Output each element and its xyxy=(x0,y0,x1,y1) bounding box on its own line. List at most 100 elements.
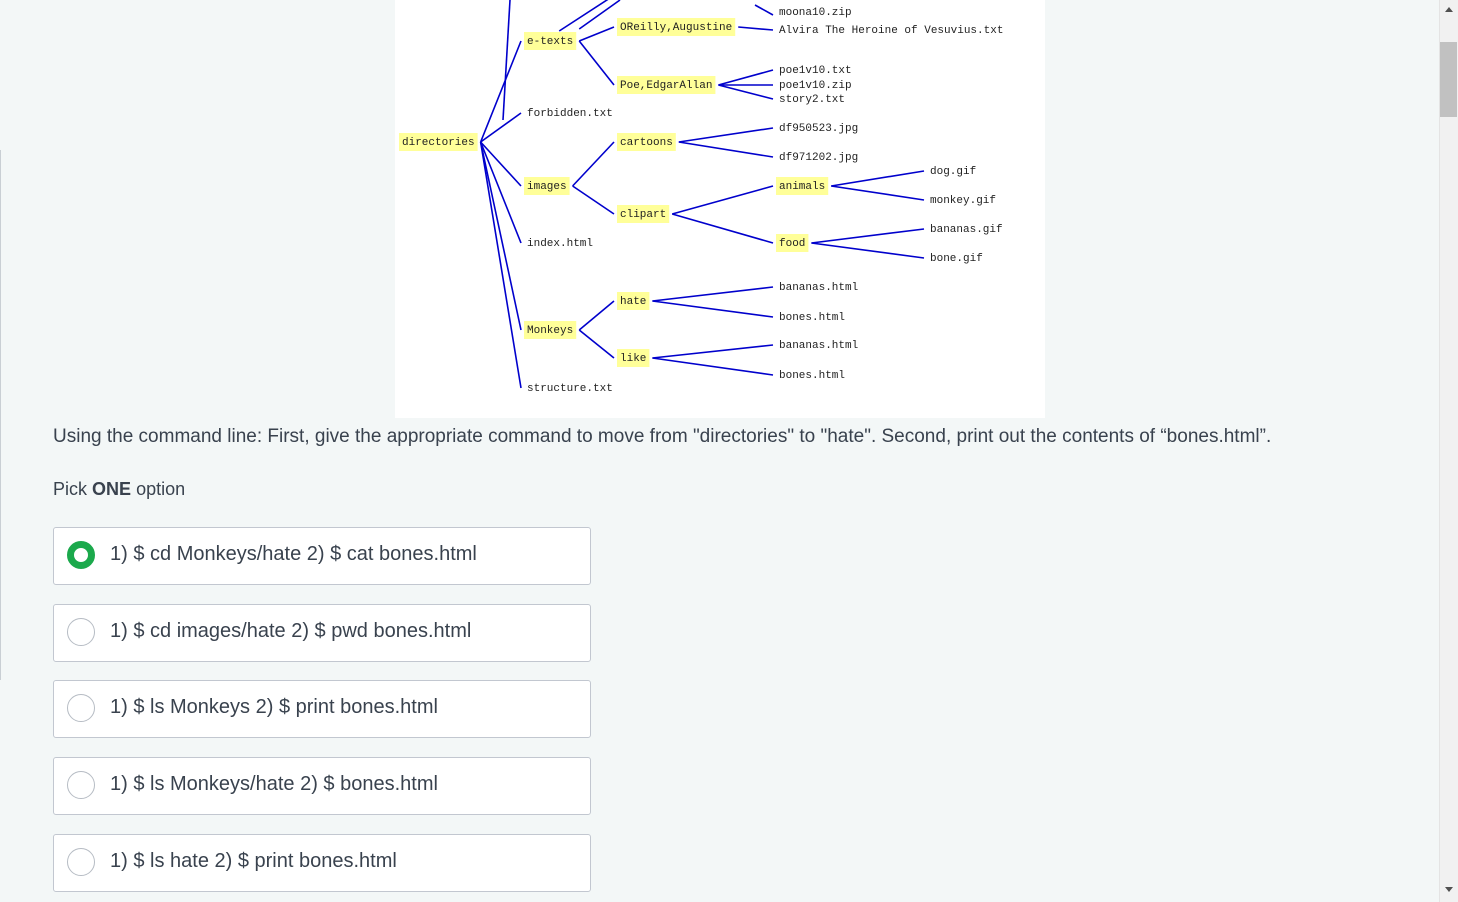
file-label: df971202.jpg xyxy=(779,152,858,164)
scroll-thumb[interactable] xyxy=(1440,42,1457,117)
directory-highlight xyxy=(617,349,650,367)
directory-highlight xyxy=(617,292,650,310)
tree-edge xyxy=(479,141,522,389)
question: Using the command line: First, give the … xyxy=(53,426,1272,447)
file-label: monkey.gif xyxy=(930,195,996,207)
file-label: poe1v10.zip xyxy=(779,80,852,92)
option[interactable]: 1) $ ls Monkeys/hate 2) $ bones.html xyxy=(53,757,591,816)
instruction-emphasis: ONE xyxy=(92,479,132,499)
file-label: dog.gif xyxy=(930,166,976,178)
tree-edge xyxy=(652,300,774,318)
tree-edge xyxy=(578,0,621,30)
directory-highlight xyxy=(617,18,736,36)
directory-highlight xyxy=(776,177,829,195)
file-label: poe1v10.txt xyxy=(779,65,852,77)
tree-edge xyxy=(652,344,774,359)
file-label: bananas.html xyxy=(779,282,858,294)
option-text: 1) $ ls Monkeys 2) $ print bones.html xyxy=(110,696,438,719)
tree-edge xyxy=(578,300,615,331)
file-label: story2.txt xyxy=(779,94,845,106)
directory-label: cartoons xyxy=(620,137,673,149)
file-label: bone.gif xyxy=(930,253,983,265)
option[interactable]: 1) $ ls hate 2) $ print bones.html xyxy=(53,833,591,892)
tree-edge xyxy=(738,26,774,31)
tree-edge xyxy=(718,69,774,86)
tree-edge xyxy=(578,329,615,359)
tree-edge xyxy=(572,141,615,187)
directory-tree: directories e-texts forbidden.txt images ind… xyxy=(395,0,1045,418)
tree-edge xyxy=(811,242,925,259)
directory-label: like xyxy=(620,353,646,365)
file-label: bones.html xyxy=(779,370,845,382)
tree-edge xyxy=(671,213,774,244)
directory-label: Monkeys xyxy=(527,325,573,337)
directory-highlight xyxy=(617,76,716,94)
edges xyxy=(479,0,925,389)
tree-edge xyxy=(678,141,774,158)
option-text: 1) $ cd Monkeys/hate 2) $ cat bones.html xyxy=(110,543,477,565)
directory-label: hate xyxy=(620,296,646,308)
file-label: bananas.gif xyxy=(930,224,1003,236)
file-label: index.html xyxy=(527,238,593,250)
directory-highlight xyxy=(524,177,570,195)
radio-button[interactable] xyxy=(67,617,95,646)
directory-highlight xyxy=(524,32,577,50)
tree-edge xyxy=(652,357,774,376)
radio-button[interactable] xyxy=(67,541,95,569)
tree-edge xyxy=(479,141,522,331)
tree-edge xyxy=(479,141,522,244)
file-label: df950523.jpg xyxy=(779,123,858,135)
file-label: Alvira The Heroine of Vesuvius.txt xyxy=(779,25,1003,37)
scroll-arrows xyxy=(1445,7,1453,892)
option-text: 1) $ cd images/hate 2) $ pwd bones.html xyxy=(110,619,472,642)
directory-label: animals xyxy=(779,181,825,193)
tree-edge xyxy=(831,185,925,201)
tree-edge xyxy=(502,0,511,121)
radio-button[interactable] xyxy=(67,694,95,723)
file-label: bones.html xyxy=(779,312,845,324)
directory-label: clipart xyxy=(620,209,666,221)
option[interactable]: 1) $ cd Monkeys/hate 2) $ cat bones.html xyxy=(53,527,591,585)
directory-label: e-texts xyxy=(527,36,573,48)
tree-edge xyxy=(718,84,774,100)
file-label: structure.txt xyxy=(527,383,613,395)
tree-edge xyxy=(480,112,522,143)
nodes: directories e-texts forbidden.txt images ind… xyxy=(399,7,1003,395)
directory-highlight xyxy=(776,234,809,252)
file-label: forbidden.txt xyxy=(527,108,613,120)
tree-edge xyxy=(754,4,774,16)
directory-highlight xyxy=(617,133,676,151)
file-label: moona10.zip xyxy=(779,7,852,19)
directory-label: food xyxy=(779,238,805,250)
instruction-text: Pick xyxy=(53,479,88,499)
radio-button[interactable] xyxy=(67,847,95,876)
scrollbar[interactable] xyxy=(1439,0,1458,902)
scroll-down[interactable] xyxy=(1445,887,1453,892)
tree-edge xyxy=(672,185,774,215)
directory-label: OReilly,Augustine xyxy=(620,22,732,34)
tree-edge xyxy=(558,0,609,32)
option-text: 1) $ ls Monkeys/hate 2) $ bones.html xyxy=(110,773,438,796)
tree-edge xyxy=(479,40,522,143)
tree-edge xyxy=(480,141,522,187)
radio-button[interactable] xyxy=(67,771,95,800)
tree-edge xyxy=(831,170,925,187)
directory-label: images xyxy=(527,181,567,193)
directory-highlight xyxy=(524,321,577,339)
tree-edge xyxy=(572,185,615,215)
directory-highlight xyxy=(399,133,478,151)
tree-edge xyxy=(652,286,774,302)
directory-highlight xyxy=(617,205,670,223)
tree-edge xyxy=(678,127,774,143)
file-label: bananas.html xyxy=(779,340,858,352)
directory-label: directories xyxy=(402,137,475,149)
instruction: Pick ONE option xyxy=(53,479,185,500)
left-border xyxy=(0,150,1,680)
option-text: 1) $ ls hate 2) $ print bones.html xyxy=(110,849,397,872)
scroll-up[interactable] xyxy=(1445,7,1453,12)
option[interactable]: 1) $ cd images/hate 2) $ pwd bones.html xyxy=(53,603,591,662)
option[interactable]: 1) $ ls Monkeys 2) $ print bones.html xyxy=(53,680,591,739)
tree-edge xyxy=(811,228,925,244)
tree-edge xyxy=(578,26,615,42)
